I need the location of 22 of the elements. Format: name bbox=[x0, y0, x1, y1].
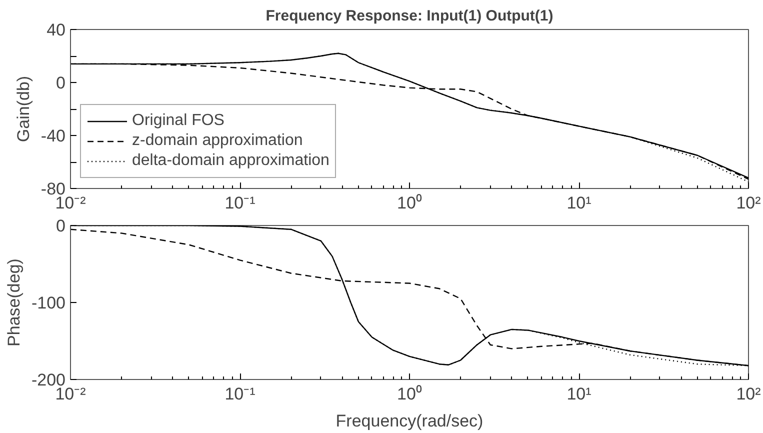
x-tick-label: 10¹ bbox=[566, 384, 592, 404]
x-tick-label: 10² bbox=[736, 384, 762, 404]
x-tick-label: 10¹ bbox=[566, 194, 592, 212]
legend-label: z-domain approximation bbox=[132, 132, 303, 150]
y-tick-label: -100 bbox=[31, 294, 66, 312]
x-tick-label: 10⁰ bbox=[397, 384, 422, 404]
x-tick-label: 10⁻¹ bbox=[224, 194, 256, 212]
x-tick-label: 10⁻² bbox=[55, 384, 86, 404]
x-tick-label: 10⁻¹ bbox=[224, 384, 256, 404]
x-axis-title: Frequency(rad/sec) bbox=[336, 412, 484, 430]
x-tick-label: 10⁰ bbox=[397, 194, 422, 212]
x-tick-label: 10⁻² bbox=[55, 194, 86, 212]
y-tick-label: 0 bbox=[56, 216, 66, 236]
y-tick-label: -40 bbox=[40, 126, 66, 146]
y-tick-label: 0 bbox=[56, 74, 66, 92]
chart-title: Frequency Response: Input(1) Output(1) bbox=[266, 8, 554, 24]
y-tick-label: 40 bbox=[46, 20, 66, 40]
x-tick-label: 10² bbox=[736, 194, 762, 212]
y-axis-title: Gain(db) bbox=[14, 76, 33, 142]
y-axis-title: Phase(deg) bbox=[4, 258, 24, 346]
legend-label: delta-domain approximation bbox=[132, 152, 330, 170]
legend-label: Original FOS bbox=[132, 112, 224, 130]
